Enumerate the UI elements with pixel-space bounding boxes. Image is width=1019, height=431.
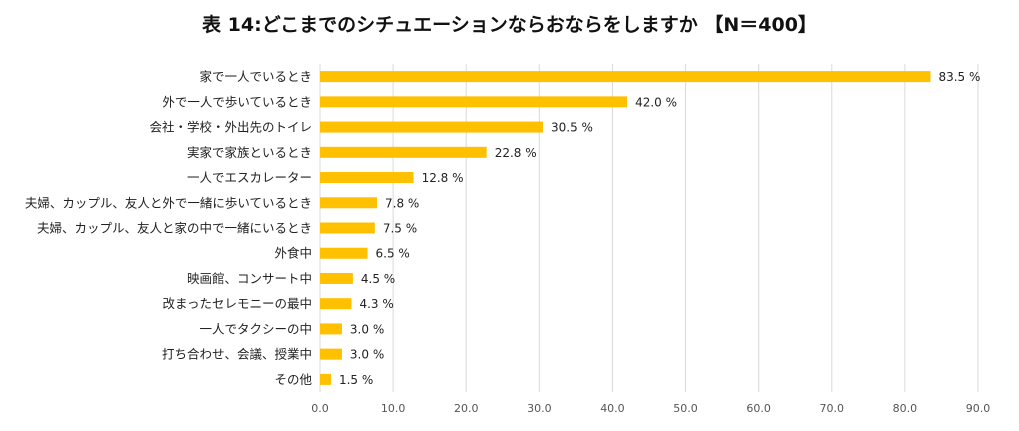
category-label: 改まったセレモニーの最中	[162, 296, 312, 311]
category-label: その他	[274, 372, 312, 387]
x-tick-label: 60.0	[746, 402, 771, 415]
x-tick-label: 40.0	[600, 402, 625, 415]
bar	[320, 71, 931, 83]
x-tick-label: 50.0	[673, 402, 698, 415]
value-labels: 83.5 % 42.0 % 30.5 % 22.8 % 12.8 %7.8 % 7.5 %…	[339, 70, 980, 387]
bar	[320, 323, 342, 335]
x-tick-label: 20.0	[454, 402, 479, 415]
bar	[320, 121, 543, 133]
category-labels: 家で一人でいるとき外で一人で歩いているとき会社・学校・外出先のトイレ実家で家族と…	[25, 69, 313, 387]
bar	[320, 272, 353, 284]
category-label: 夫婦、カップル、友人と家の中で一緒にいるとき	[37, 221, 312, 236]
category-label: 打ち合わせ、会議、授業中	[162, 347, 312, 362]
data-label: 4.5 %	[361, 272, 395, 286]
category-label: 実家で家族といるとき	[187, 145, 312, 160]
data-label: 22.8 %	[495, 146, 537, 160]
category-label: 外食中	[274, 246, 312, 261]
data-label: 4.3 %	[359, 297, 393, 311]
data-label: 3.0 %	[350, 322, 384, 336]
data-label: 1.5 %	[339, 373, 373, 387]
chart-title: 表 14:どこまでのシチュエーションならおならをしますか 【N＝400】	[202, 14, 817, 36]
category-label: 一人でエスカレーター	[187, 170, 312, 185]
x-tick-label: 0.0	[311, 402, 329, 415]
data-label: 3.0 %	[350, 348, 384, 362]
bar	[320, 146, 487, 158]
category-label: 家で一人でいるとき	[199, 69, 312, 84]
gridlines	[319, 64, 979, 392]
data-label: 6.5 %	[376, 247, 410, 261]
x-tick-label: 10.0	[381, 402, 406, 415]
data-label: 83.5 %	[938, 70, 980, 84]
bar	[320, 172, 414, 184]
data-label: 7.8 %	[385, 196, 419, 210]
data-label: 30.5 %	[551, 121, 593, 135]
category-label: 会社・学校・外出先のトイレ	[149, 120, 312, 135]
bar	[320, 247, 368, 259]
category-label: 映画館、コンサート中	[187, 271, 312, 286]
bar	[320, 298, 352, 310]
bar	[320, 197, 378, 209]
bar	[320, 348, 342, 360]
x-tick-label: 70.0	[820, 402, 845, 415]
data-label: 12.8 %	[422, 171, 464, 185]
bar	[320, 222, 375, 234]
x-tick-label: 80.0	[893, 402, 918, 415]
bar	[320, 96, 628, 108]
x-tick-label: 30.0	[527, 402, 552, 415]
data-label: 42.0 %	[635, 95, 677, 109]
data-label: 7.5 %	[383, 222, 417, 236]
bar	[320, 373, 331, 385]
category-label: 夫婦、カップル、友人と外で一緒に歩いているとき	[25, 195, 312, 210]
x-tick-label: 90.0	[966, 402, 991, 415]
bars	[320, 71, 931, 385]
category-label: 一人でタクシーの中	[199, 321, 312, 336]
x-axis-ticks: 0.0 10.0 20.0 30.0 40.0 50.0 60.0 70.0 80.0 90.0	[311, 402, 990, 415]
category-label: 外で一人で歩いているとき	[162, 94, 312, 109]
